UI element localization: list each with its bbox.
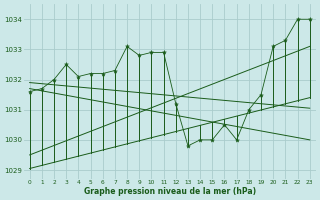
- X-axis label: Graphe pression niveau de la mer (hPa): Graphe pression niveau de la mer (hPa): [84, 187, 256, 196]
